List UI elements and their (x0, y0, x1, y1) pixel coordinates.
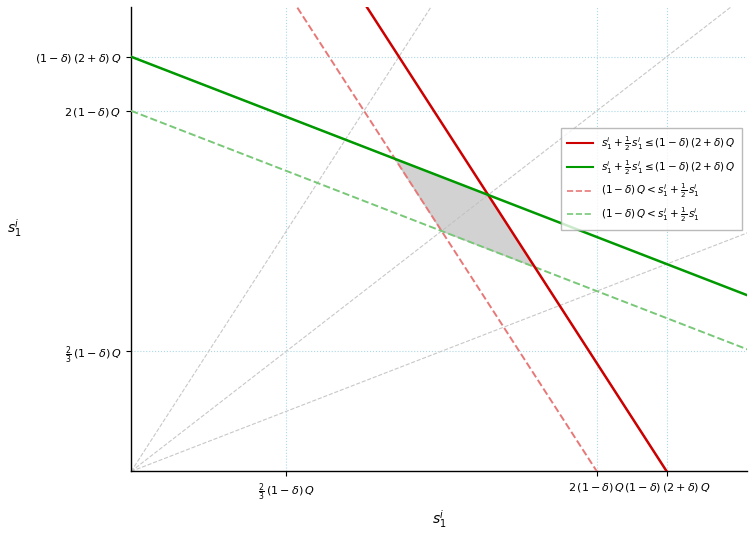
Polygon shape (131, 57, 667, 471)
Y-axis label: $s_1^i$: $s_1^i$ (7, 217, 21, 239)
X-axis label: $s_1^i$: $s_1^i$ (432, 508, 446, 530)
Legend: $s_1^i + \frac{1}{2}\, s_1^i \leq (1-\delta)\,(2+\delta)\,Q$, $s_1^i + \frac{1}{: $s_1^i + \frac{1}{2}\, s_1^i \leq (1-\de… (560, 128, 742, 230)
